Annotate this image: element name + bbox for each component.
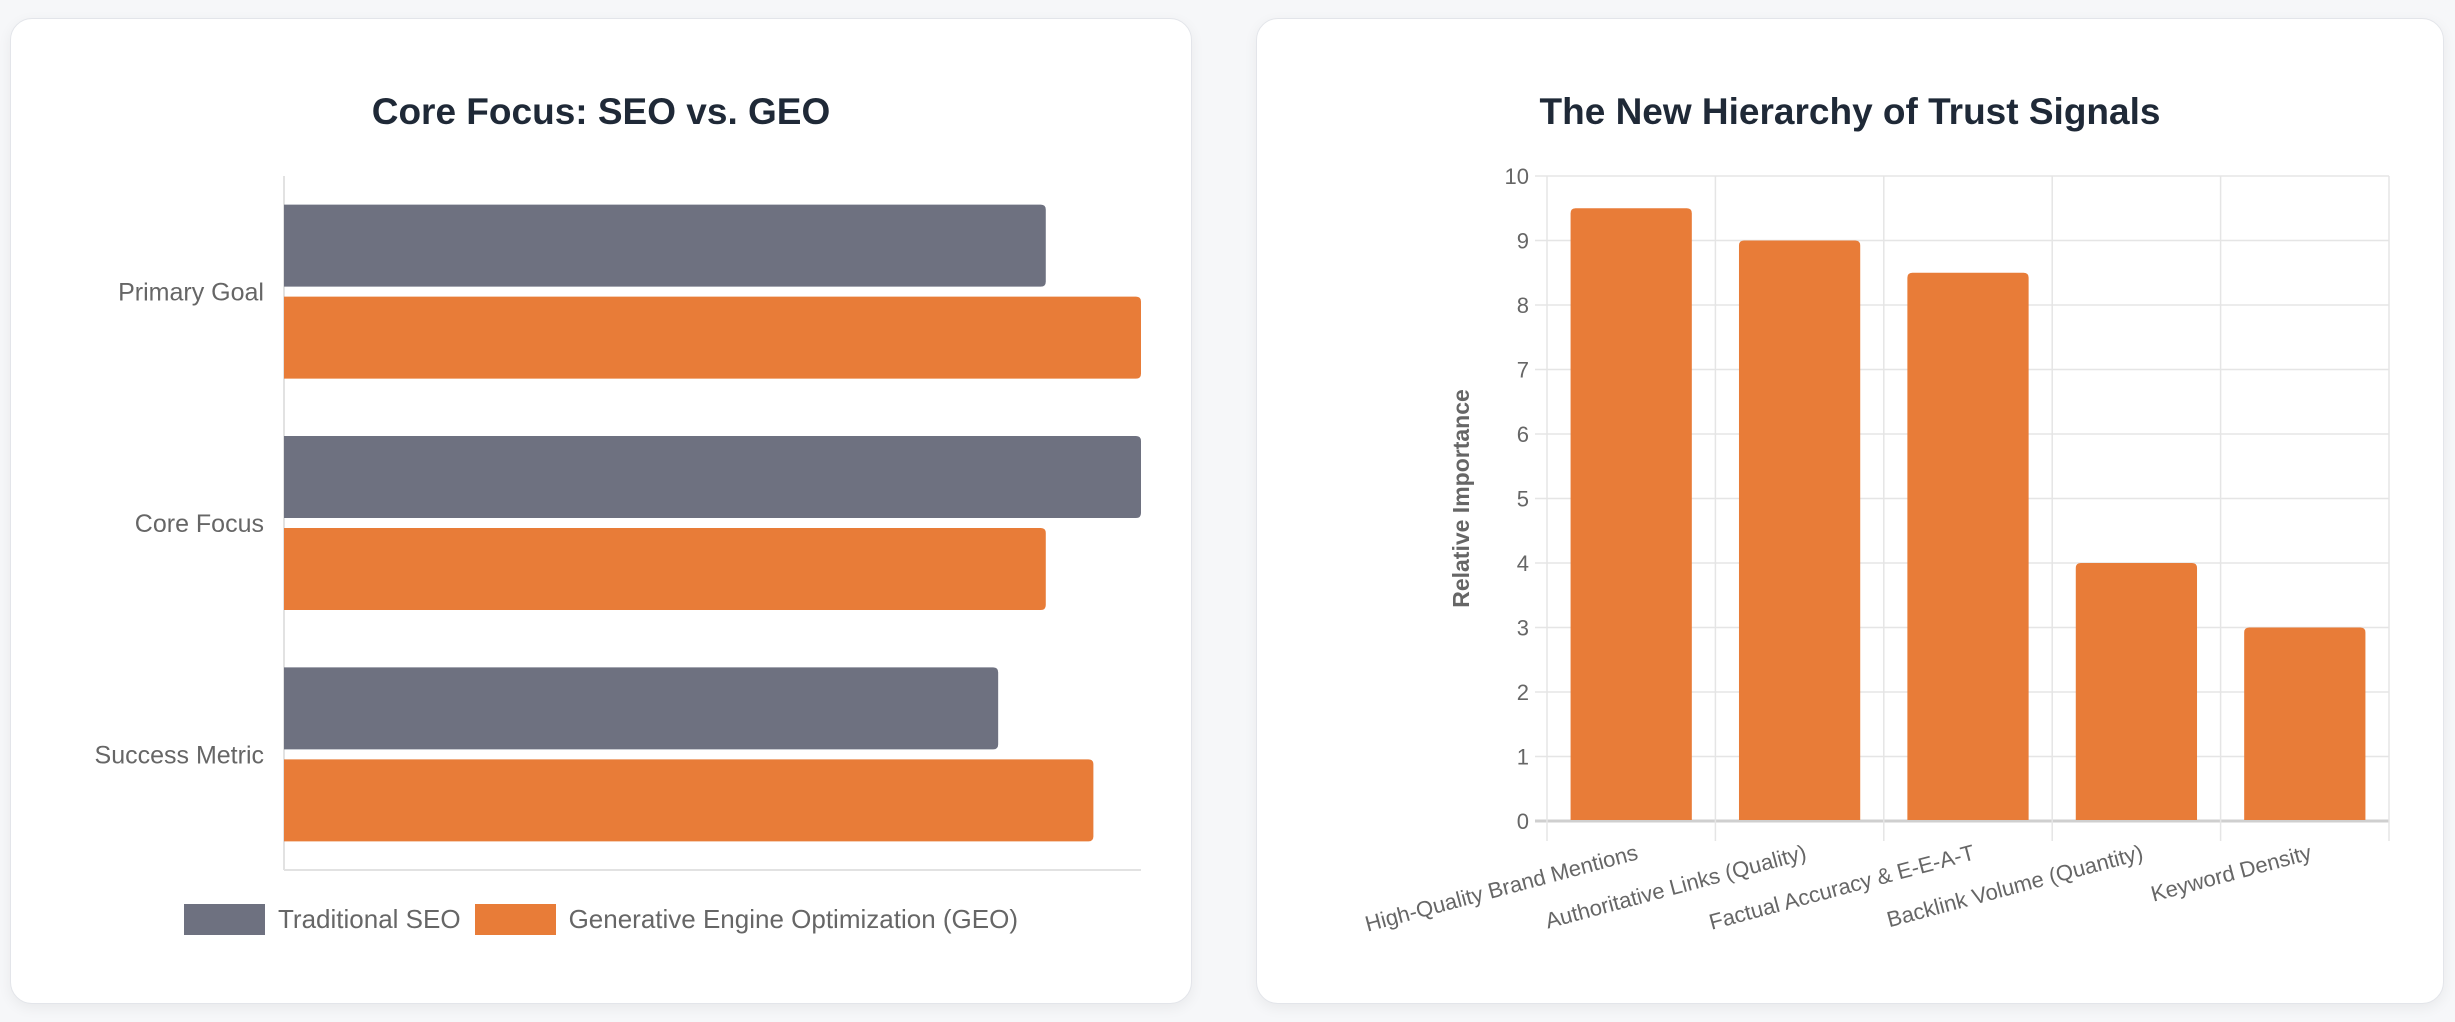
bar: [1907, 272, 2029, 820]
category-label: Success Metric: [95, 741, 264, 769]
x-tick-label: Keyword Density: [2148, 840, 2314, 907]
legend-item-geo[interactable]: Generative Engine Optimization (GEO): [474, 904, 1018, 935]
category-label: Primary Goal: [118, 279, 264, 307]
y-tick-label: 8: [1517, 293, 1529, 318]
legend-label-geo: Generative Engine Optimization (GEO): [568, 904, 1018, 934]
legend-label-seo: Traditional SEO: [278, 904, 461, 934]
y-tick-label: 1: [1517, 745, 1529, 770]
y-tick-label: 5: [1517, 487, 1529, 512]
bar: [1570, 208, 1692, 820]
bar-seo: [284, 436, 1141, 518]
seo-vs-geo-card: Core Focus: SEO vs. GEO Primary Goal Core…: [10, 18, 1192, 1004]
y-tick-label: 9: [1517, 229, 1529, 254]
chart-title: Core Focus: SEO vs. GEO: [371, 91, 831, 132]
bar-geo: [284, 296, 1141, 379]
legend-swatch-seo: [184, 904, 265, 935]
y-tick-label: 4: [1517, 551, 1529, 576]
legend: Traditional SEO Generative Engine Optimi…: [11, 904, 1191, 935]
bar-seo: [284, 204, 1046, 287]
bar: [2244, 627, 2366, 820]
bar: [2075, 563, 2198, 820]
bar-seo: [284, 667, 999, 750]
y-tick-label: 10: [1505, 164, 1529, 189]
y-axis-title: Relative Importance: [1448, 389, 1474, 608]
legend-swatch-geo: [474, 904, 556, 935]
y-tick-label: 0: [1517, 809, 1529, 834]
legend-item-seo[interactable]: Traditional SEO: [184, 904, 461, 935]
y-tick-label: 7: [1517, 358, 1529, 383]
y-tick-label: 6: [1517, 422, 1529, 447]
chart-title: The New Hierarchy of Trust Signals: [1539, 91, 2161, 132]
category-label: Core Focus: [135, 510, 264, 538]
x-tick-label: High-Quality Brand Mentions: [1362, 840, 1640, 937]
y-tick-label: 3: [1517, 616, 1529, 641]
y-tick-label: 2: [1517, 680, 1529, 705]
trust-signals-card: The New Hierarchy of Trust Signals 0 1 2 3 4…: [1256, 18, 2444, 1004]
bar: [1738, 240, 1861, 820]
horizontal-bar-chart: Primary Goal Core Focus Success Metric: [95, 176, 1141, 871]
bar-geo: [284, 528, 1046, 610]
bar-geo: [284, 759, 1094, 842]
